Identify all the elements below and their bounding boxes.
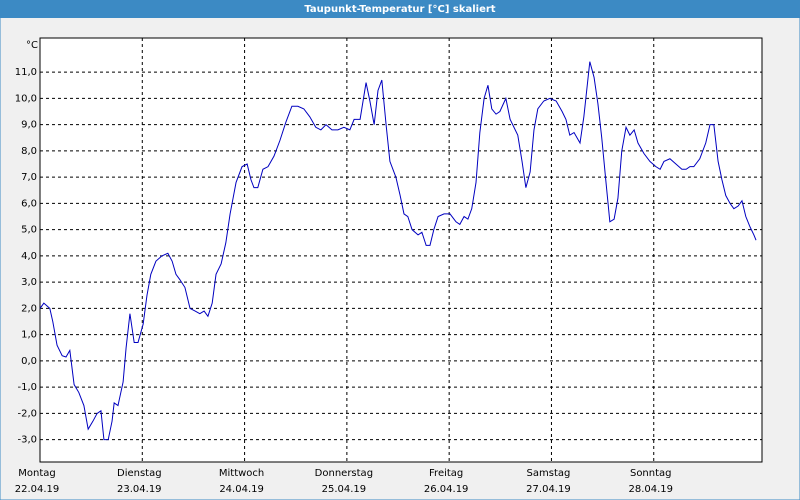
y-tick-label: 10,0 (15, 93, 37, 104)
y-tick-label: 2,0 (21, 303, 37, 314)
x-tick-date: 25.04.19 (322, 484, 367, 495)
y-tick-label: -2,0 (17, 408, 37, 419)
y-tick-label: 1,0 (21, 330, 37, 341)
y-tick-label: 11,0 (15, 67, 37, 78)
y-tick-label: 9,0 (21, 120, 37, 131)
y-tick-label: 3,0 (21, 277, 37, 288)
x-tick-date: 26.04.19 (424, 484, 469, 495)
x-tick-label: Donnerstag (315, 468, 373, 479)
x-tick-label: Mittwoch (219, 468, 264, 479)
y-tick-label: 5,0 (21, 225, 37, 236)
y-unit: °C (26, 40, 38, 51)
x-tick-date: 23.04.19 (117, 484, 162, 495)
x-tick-date: 27.04.19 (526, 484, 571, 495)
y-tick-label: 6,0 (21, 198, 37, 209)
x-tick-label: Samstag (527, 468, 571, 479)
y-tick-label: -3,0 (17, 435, 37, 446)
y-tick-label: 8,0 (21, 146, 37, 157)
title-bar (0, 0, 800, 18)
y-tick-label: 7,0 (21, 172, 37, 183)
x-tick-date: 28.04.19 (628, 484, 673, 495)
y-tick-label: 0,0 (21, 356, 37, 367)
chart-title: Taupunkt-Temperatur [°C] skaliert (304, 4, 495, 15)
plot-area (39, 37, 763, 463)
data-line (39, 61, 757, 441)
x-tick-label: Montag (18, 468, 55, 479)
x-tick-label: Dienstag (117, 468, 162, 479)
x-tick-date: 22.04.19 (15, 484, 60, 495)
x-tick-label: Sonntag (630, 468, 672, 479)
y-tick-label: -1,0 (17, 382, 37, 393)
y-tick-label: 4,0 (21, 251, 37, 262)
x-tick-label: Freitag (429, 468, 463, 479)
x-tick-date: 24.04.19 (219, 484, 264, 495)
